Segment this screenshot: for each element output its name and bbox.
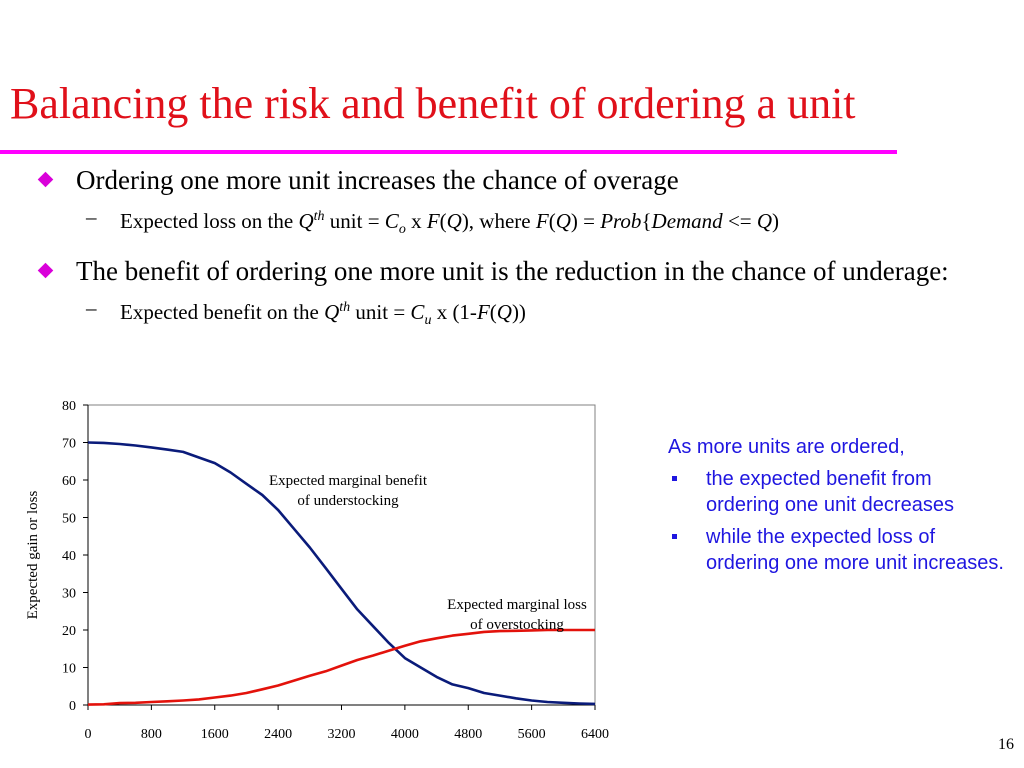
- y-axis-label: Expected gain or loss: [25, 490, 41, 619]
- diamond-bullet-icon: [37, 262, 54, 279]
- x-tick-label: 6400: [581, 727, 609, 742]
- bullet-list: Ordering one more unit increases the cha…: [37, 162, 1015, 344]
- side-note-item: while the expected loss of ordering one …: [668, 524, 1008, 576]
- y-tick-label: 40: [62, 549, 76, 564]
- side-note-item: the expected benefit from ordering one u…: [668, 466, 1008, 518]
- x-tick-label: 4000: [391, 727, 419, 742]
- page-number: 16: [998, 736, 1014, 753]
- dash-bullet-icon: –: [86, 205, 97, 229]
- dash-bullet-icon: –: [86, 296, 97, 321]
- y-tick-label: 20: [62, 624, 76, 639]
- benefit-curve: [87, 441, 596, 706]
- loss-curve: [87, 628, 595, 706]
- expected-loss-formula: Expected loss on the Qth unit = Co x F(Q…: [120, 209, 780, 238]
- side-note: As more units are ordered, the expected …: [668, 434, 1008, 582]
- bullet-overage-text: Ordering one more unit increases the cha…: [76, 165, 679, 195]
- x-tick-label: 4800: [454, 727, 482, 742]
- square-bullet-icon: [672, 534, 677, 539]
- loss-curve-label: Expected marginal loss: [447, 597, 587, 613]
- y-tick-label: 30: [62, 587, 76, 602]
- y-tick-label: 0: [69, 699, 76, 714]
- sub-bullet-expected-benefit: – Expected benefit on the Qth unit = Cu …: [40, 293, 1015, 336]
- x-tick-label: 2400: [264, 727, 292, 742]
- slide-title: Balancing the risk and benefit of orderi…: [10, 79, 856, 128]
- side-note-lead: As more units are ordered,: [668, 436, 905, 458]
- x-tick-label: 5600: [518, 727, 546, 742]
- benefit-curve-label: of understocking: [297, 493, 399, 509]
- side-note-list: the expected benefit from ordering one u…: [668, 466, 1008, 576]
- x-tick-label: 3200: [328, 727, 356, 742]
- square-bullet-icon: [672, 476, 677, 481]
- x-tick-label: 0: [85, 727, 92, 742]
- y-tick-label: 60: [62, 474, 76, 489]
- x-tick-label: 1600: [201, 727, 229, 742]
- expected-benefit-formula: Expected benefit on the Qth unit = Cu x …: [120, 300, 526, 329]
- loss-curve-label: of overstocking: [470, 617, 564, 633]
- bullet-overage: Ordering one more unit increases the cha…: [37, 162, 1015, 198]
- y-tick-label: 70: [62, 437, 76, 452]
- title-underline: [0, 150, 897, 154]
- x-tick-label: 800: [141, 727, 162, 742]
- y-tick-label: 80: [62, 399, 76, 414]
- y-tick-label: 10: [62, 662, 76, 677]
- diamond-bullet-icon: [37, 171, 54, 188]
- sub-bullet-expected-loss: – Expected loss on the Qth unit = Co x F…: [40, 202, 1015, 245]
- y-tick-label: 50: [62, 512, 76, 527]
- bullet-underage-text: The benefit of ordering one more unit is…: [76, 256, 949, 287]
- bullet-underage: The benefit of ordering one more unit is…: [37, 253, 1015, 289]
- benefit-curve-label: Expected marginal benefit: [269, 473, 428, 489]
